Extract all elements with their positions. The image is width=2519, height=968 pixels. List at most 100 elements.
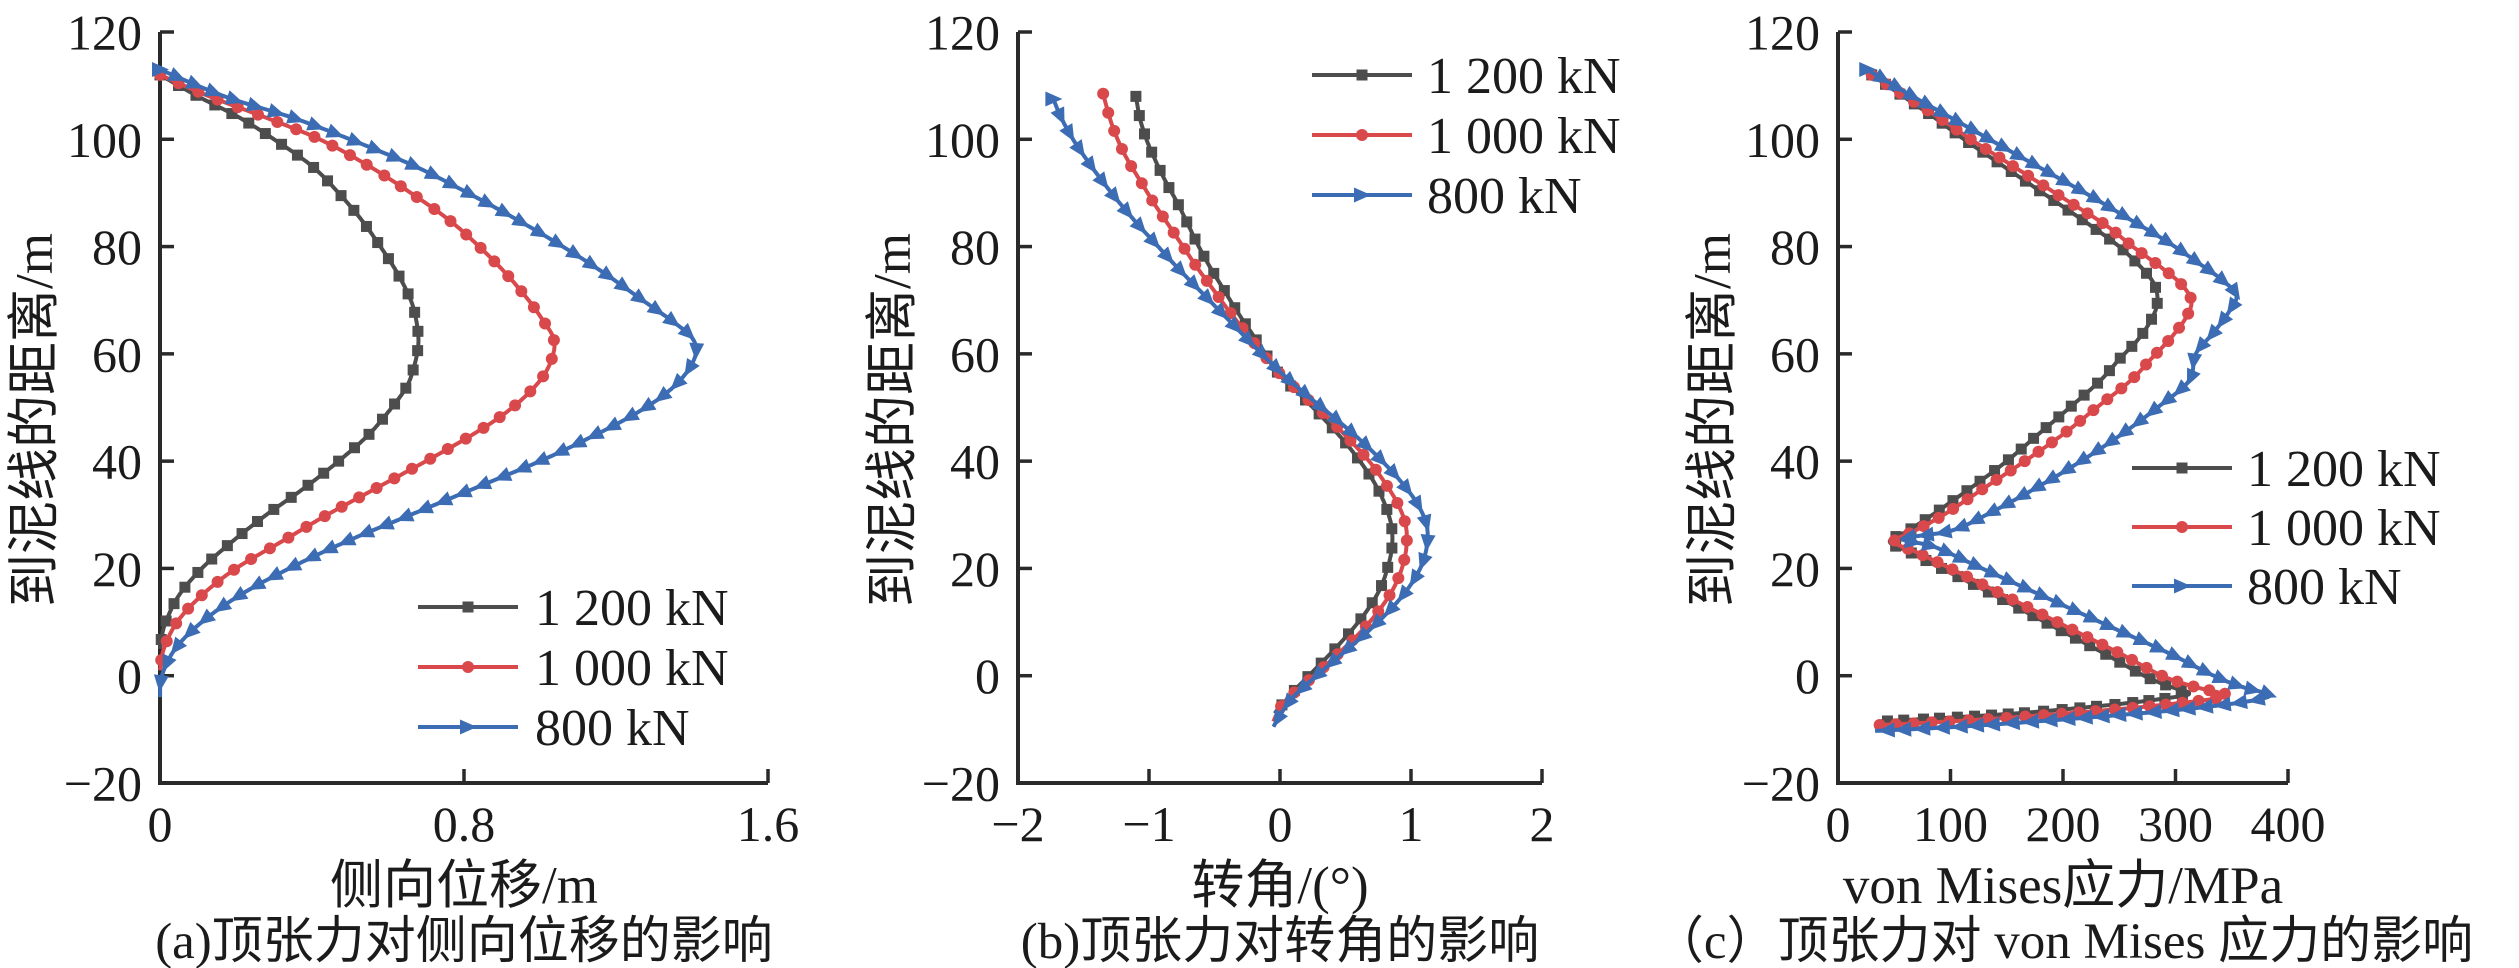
panel-c-800kN-marker [2102,431,2121,448]
panel-a-series-1200kN-line [158,73,421,650]
panel-a-800kN-marker [185,74,204,89]
panel-a-800kN-marker [423,165,443,180]
panel-a-800kN-marker [170,636,188,655]
panel-a-1200kN-marker [389,398,401,410]
panel-c-1200kN-marker [1969,710,1981,722]
panel-b-800kN-marker [1282,692,1299,711]
legend-a-1200kN-label: 1 200 kN [535,580,729,637]
panel-b-1200kN-marker [1366,597,1378,609]
caption-b: (b)顶张力对转角的影响 [1021,914,1539,968]
panel-a-1200kN-marker [251,515,263,527]
panel-b-800kN-marker [1197,288,1215,306]
panel-c-800kN-marker [1917,94,1936,110]
panel-a-800kN-marker [365,139,385,154]
panel-b-800kN-marker [1129,216,1147,234]
panel-b-1000kN-marker [1372,605,1385,618]
panel-a-1000kN-marker [300,520,313,533]
panel-c-y-tick-label: −20 [1742,756,1820,812]
panel-c-800kN-marker [2226,296,2243,315]
panel-c-1000kN-marker [1947,502,1960,515]
panel-c-1200kN-marker [1982,586,1994,598]
panel-b-800kN-marker [1324,651,1343,669]
panel-c-1200kN-marker [2103,365,2115,377]
panel-c-1000kN-marker [2203,684,2216,697]
panel-a-1000kN-marker [460,228,473,241]
panel-a-800kN-marker [266,103,286,118]
panel-c-800kN-marker [2206,323,2223,342]
panel-a-800kN-marker [376,515,395,530]
panel-c-800kN-marker [2227,675,2246,690]
panel-b-1000kN-marker [1102,106,1115,119]
legend-a-1200kN-marker [462,601,474,613]
panel-c-1200kN-marker [2041,617,2053,629]
panel-c-800kN-marker [2055,171,2074,187]
panel-c-800kN-marker [1948,111,1967,127]
panel-c-800kN-marker [1951,517,1971,532]
panel-b-1000kN-marker [1380,479,1393,492]
panel-c-800kN-marker [2108,707,2127,722]
panel-b-1000kN-marker [1146,194,1159,207]
panel-c-1200kN-marker [1961,485,1973,497]
panel-c-1200kN-marker [2151,297,2163,309]
panel-a-1000kN-marker [245,553,258,566]
panel-c-1200kN-marker [2100,648,2112,660]
panel-c-800kN-marker [2165,646,2184,661]
legend-c-1200kN-marker [2176,462,2188,474]
legend-a-800kN-label: 800 kN [535,700,690,757]
panel-b-1000kN-marker [1398,553,1411,566]
panel-a-800kN-marker [670,372,688,391]
panel-b-800kN-marker [1251,343,1270,362]
panel-b-1000kN-marker [1156,210,1169,223]
panel-a-1200kN-marker [363,428,375,440]
panel-a-x-tick-label: 0 [148,796,173,852]
panel-a-1000kN-marker [474,241,487,254]
panel-b-800kN-marker [1050,106,1065,125]
panel-a-800kN-marker [320,539,339,554]
panel-b-800kN-marker [1183,274,1201,292]
panel-a-800kN-marker [646,299,665,316]
panel-a-800kN-marker [531,451,551,465]
panel-a-1200kN-marker [348,204,360,216]
panel-c-1000kN-marker [2004,464,2017,477]
legend-b-1000kN-marker [1356,129,1368,141]
panel-c-1000kN-marker [2150,346,2163,359]
panel-b-800kN-marker [1416,513,1432,533]
panel-c-1200kN-marker [2090,223,2102,235]
panel-a-800kN-marker [529,222,549,238]
panel-c-1000kN-marker [2037,179,2050,192]
panel-a-800kN-marker [283,556,303,572]
legend-b-1200kN-label: 1 200 kN [1427,48,1621,105]
panel-a-800kN-marker [689,342,705,361]
panel-c-800kN-marker [2039,163,2059,179]
panel-c-800kN-marker [1877,722,1896,738]
panel-a-1000kN-marker [343,149,356,162]
panel-a-1200kN-marker [409,306,421,318]
panel-c-1000kN-marker [2018,455,2031,468]
panel-c-1200kN-marker [1952,571,1964,583]
panel-c-800kN-marker [2100,197,2119,213]
panel-b-x-tick-label: 1 [1399,796,1424,852]
panel-a-800kN-marker [356,523,376,538]
panel-a-1000kN-marker [477,421,490,434]
panel-a-1000kN-marker [211,575,224,588]
panel-c-1000kN-marker [1950,123,1963,136]
panel-b-1200kN-marker [1386,542,1398,554]
panel-a-800kN-marker [568,433,588,448]
panel-b-y-tick-label: 100 [925,112,1000,168]
panel-c-1200kN-marker [2062,204,2074,216]
panel-b-1200kN-marker [1208,267,1220,279]
panel-a-800kN-marker [415,499,434,514]
panel-c-1200kN-marker [1919,514,1931,526]
panel-a-1000kN-marker [459,432,472,445]
legend-a-1000kN-label: 1 000 kN [535,640,729,697]
panel-b-x-tick-label: 2 [1530,796,1555,852]
x-axis-title-c: von Mises应力/MPa [1843,857,2283,915]
panel-a-1000kN-marker [539,317,552,330]
panel-b-800kN-marker [1396,478,1413,497]
legend-b-1000kN-label: 1 000 kN [1427,108,1621,165]
panel-c-1000kN-marker [1993,151,2006,164]
panel-c-1000kN-marker [2021,601,2034,614]
panel-a-1000kN-marker [515,285,528,298]
panel-b-1000kN-marker [1115,142,1128,155]
